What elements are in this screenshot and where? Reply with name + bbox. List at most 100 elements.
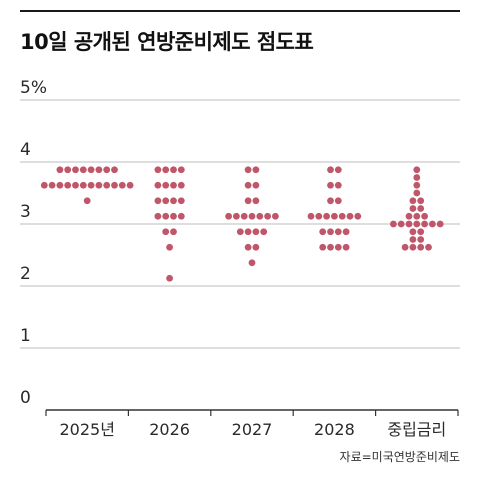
dot bbox=[64, 166, 72, 174]
y-tick-label: 2 bbox=[20, 264, 31, 284]
dot bbox=[170, 212, 177, 220]
dot bbox=[338, 212, 346, 220]
dot bbox=[64, 181, 72, 189]
dot bbox=[40, 181, 48, 189]
dot bbox=[87, 166, 95, 174]
chart-title: 10일 공개된 연방준비제도 점도표 bbox=[20, 30, 314, 54]
dot bbox=[103, 181, 111, 189]
dot bbox=[390, 220, 397, 228]
dot bbox=[413, 174, 421, 181]
dot bbox=[162, 197, 170, 205]
top-rule bbox=[20, 10, 460, 12]
dot bbox=[409, 243, 417, 251]
dot bbox=[421, 212, 428, 220]
dot bbox=[260, 228, 268, 236]
dot bbox=[72, 181, 79, 189]
dot bbox=[425, 243, 432, 251]
dot bbox=[162, 228, 170, 236]
dot bbox=[327, 228, 334, 236]
dot bbox=[244, 181, 252, 189]
dot bbox=[236, 228, 244, 236]
dot bbox=[252, 243, 260, 251]
dot bbox=[244, 197, 252, 205]
dot bbox=[429, 220, 436, 228]
source-note: 자료=미국연방준비제도 bbox=[339, 450, 460, 464]
dot bbox=[118, 181, 126, 189]
dot bbox=[166, 274, 174, 282]
dot bbox=[417, 197, 425, 205]
dot bbox=[244, 166, 252, 174]
y-tick-label: 4 bbox=[20, 140, 31, 160]
dot bbox=[413, 212, 421, 220]
dot bbox=[413, 189, 421, 197]
x-tick-label: 중립금리 bbox=[387, 420, 446, 439]
y-tick-label: 3 bbox=[20, 202, 31, 222]
dot bbox=[256, 212, 264, 220]
dot bbox=[170, 181, 177, 189]
dot bbox=[87, 181, 95, 189]
x-tick-label: 2028 bbox=[314, 420, 355, 439]
y-tick-label: 1 bbox=[20, 326, 31, 346]
dot bbox=[405, 220, 413, 228]
dot bbox=[72, 166, 79, 174]
dot bbox=[307, 212, 315, 220]
dot bbox=[401, 243, 409, 251]
dot bbox=[154, 181, 162, 189]
dot bbox=[95, 181, 103, 189]
dot bbox=[248, 259, 256, 267]
dot bbox=[252, 166, 260, 174]
x-tick-label: 2027 bbox=[232, 420, 273, 439]
dot bbox=[397, 220, 405, 228]
dot bbox=[319, 228, 327, 236]
dot bbox=[170, 166, 177, 174]
dot bbox=[409, 228, 417, 236]
dot bbox=[409, 197, 417, 205]
dot bbox=[409, 236, 417, 243]
x-tick-label: 2025년 bbox=[59, 420, 114, 439]
dot bbox=[56, 181, 64, 189]
dot bbox=[323, 212, 330, 220]
dot bbox=[162, 212, 170, 220]
dot bbox=[233, 212, 240, 220]
dot bbox=[334, 197, 342, 205]
dot bbox=[334, 181, 342, 189]
dot bbox=[95, 166, 103, 174]
dot bbox=[413, 181, 421, 189]
dot bbox=[177, 212, 185, 220]
dot bbox=[248, 212, 256, 220]
dot bbox=[126, 181, 134, 189]
dot bbox=[417, 205, 425, 212]
dot bbox=[83, 197, 91, 205]
dot bbox=[244, 243, 252, 251]
dot bbox=[177, 197, 185, 205]
dot bbox=[162, 166, 170, 174]
dot bbox=[240, 212, 248, 220]
dot bbox=[409, 205, 417, 212]
dot bbox=[417, 228, 425, 236]
dot bbox=[272, 212, 279, 220]
dot bbox=[252, 181, 260, 189]
dot bbox=[154, 197, 162, 205]
dot bbox=[166, 243, 174, 251]
dot bbox=[252, 197, 260, 205]
dot bbox=[48, 181, 56, 189]
dot bbox=[154, 212, 162, 220]
dot bbox=[327, 166, 334, 174]
dot bbox=[421, 220, 428, 228]
dot bbox=[111, 181, 118, 189]
dot bbox=[225, 212, 233, 220]
dot bbox=[334, 166, 342, 174]
dot bbox=[327, 181, 334, 189]
dot bbox=[342, 228, 350, 236]
dot bbox=[252, 228, 260, 236]
dot bbox=[436, 220, 444, 228]
dot bbox=[177, 181, 185, 189]
dot bbox=[56, 166, 64, 174]
dot bbox=[334, 228, 342, 236]
dot bbox=[417, 236, 425, 243]
dot bbox=[264, 212, 271, 220]
y-tick-label: 0 bbox=[20, 388, 31, 408]
x-tick-label: 2026 bbox=[149, 420, 190, 439]
